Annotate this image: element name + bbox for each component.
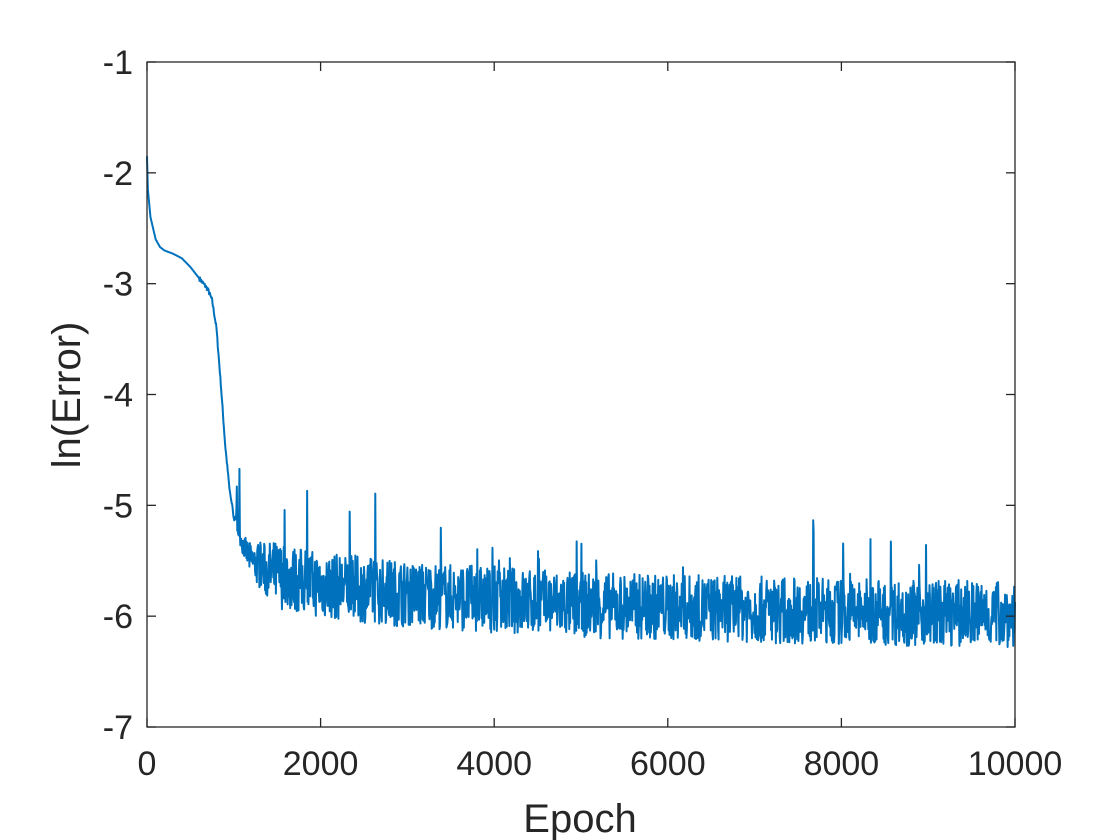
y-tick-label: -5 (103, 487, 133, 525)
x-tick-label: 0 (138, 745, 157, 783)
x-tick-label: 6000 (630, 745, 706, 783)
y-tick-label: -2 (103, 155, 133, 193)
x-tick-label: 10000 (968, 745, 1063, 783)
plot-area (146, 156, 1016, 649)
y-axis-label: ln(Error) (45, 322, 89, 469)
x-tick-label: 4000 (456, 745, 532, 783)
x-tick-label: 2000 (283, 745, 359, 783)
y-tick-label: -3 (103, 266, 133, 304)
y-tick-label: -1 (103, 44, 133, 82)
x-tick-label: 8000 (804, 745, 880, 783)
x-axis-label: Epoch (523, 797, 636, 840)
y-tick-label: -4 (103, 377, 133, 415)
error-series-line (146, 156, 1016, 649)
y-tick-label: -6 (103, 598, 133, 636)
axes: 0 2000 4000 6000 8000 10000 -7 -6 -5 -4 -3 -2 -1 (103, 44, 1063, 783)
y-tick-label: -7 (103, 709, 133, 747)
